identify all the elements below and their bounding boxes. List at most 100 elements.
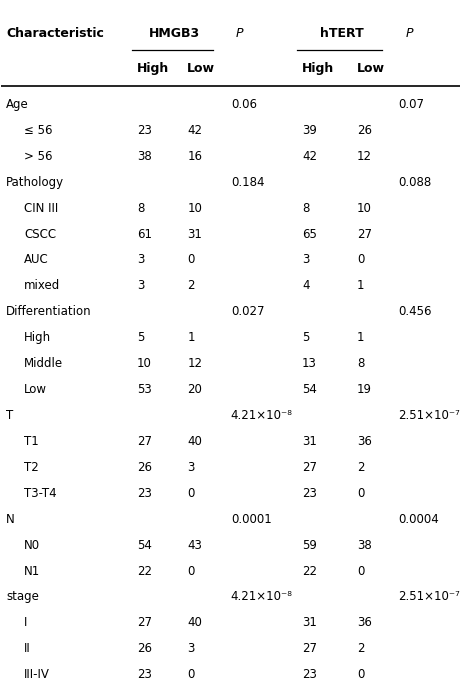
Text: T: T: [6, 409, 13, 422]
Text: 4: 4: [302, 279, 310, 292]
Text: 3: 3: [302, 253, 310, 267]
Text: 23: 23: [137, 487, 152, 500]
Text: 27: 27: [137, 435, 152, 448]
Text: 65: 65: [302, 228, 317, 241]
Text: 0: 0: [187, 668, 195, 681]
Text: 0.027: 0.027: [231, 306, 264, 318]
Text: 54: 54: [137, 539, 152, 552]
Text: N0: N0: [24, 539, 40, 552]
Text: High: High: [302, 62, 334, 75]
Text: 10: 10: [187, 202, 202, 214]
Text: 4.21×10⁻⁸: 4.21×10⁻⁸: [231, 409, 293, 422]
Text: 23: 23: [302, 487, 317, 500]
Text: 0.456: 0.456: [398, 306, 432, 318]
Text: 8: 8: [137, 202, 144, 214]
Text: CIN III: CIN III: [24, 202, 59, 214]
Text: 27: 27: [302, 642, 317, 656]
Text: 16: 16: [187, 150, 202, 163]
Text: 27: 27: [137, 617, 152, 629]
Text: HMGB3: HMGB3: [149, 27, 200, 40]
Text: 43: 43: [187, 539, 202, 552]
Text: 0: 0: [187, 564, 195, 578]
Text: > 56: > 56: [24, 150, 53, 163]
Text: 0.07: 0.07: [398, 98, 424, 111]
Text: 23: 23: [137, 124, 152, 137]
Text: 23: 23: [137, 668, 152, 681]
Text: 36: 36: [357, 617, 372, 629]
Text: I: I: [24, 617, 27, 629]
Text: 0: 0: [357, 253, 365, 267]
Text: 26: 26: [137, 642, 152, 656]
Text: Age: Age: [6, 98, 29, 111]
Text: 54: 54: [302, 383, 317, 396]
Text: ≤ 56: ≤ 56: [24, 124, 53, 137]
Text: 61: 61: [137, 228, 152, 241]
Text: Pathology: Pathology: [6, 175, 64, 189]
Text: 0.0004: 0.0004: [398, 513, 439, 525]
Text: 1: 1: [357, 331, 365, 345]
Text: 59: 59: [302, 539, 317, 552]
Text: 2.51×10⁻⁷: 2.51×10⁻⁷: [398, 590, 460, 603]
Text: 8: 8: [357, 357, 365, 370]
Text: stage: stage: [6, 590, 39, 603]
Text: III-IV: III-IV: [24, 668, 50, 681]
Text: 3: 3: [137, 279, 144, 292]
Text: Low: Low: [187, 62, 215, 75]
Text: 39: 39: [302, 124, 317, 137]
Text: N: N: [6, 513, 15, 525]
Text: 38: 38: [357, 539, 372, 552]
Text: 13: 13: [302, 357, 317, 370]
Text: 27: 27: [302, 461, 317, 474]
Text: High: High: [24, 331, 52, 345]
Text: 40: 40: [187, 617, 202, 629]
Text: 12: 12: [187, 357, 202, 370]
Text: 22: 22: [137, 564, 152, 578]
Text: 27: 27: [357, 228, 372, 241]
Text: mixed: mixed: [24, 279, 61, 292]
Text: High: High: [137, 62, 169, 75]
Text: 1: 1: [357, 279, 365, 292]
Text: 8: 8: [302, 202, 310, 214]
Text: 12: 12: [357, 150, 372, 163]
Text: 2: 2: [357, 461, 365, 474]
Text: T2: T2: [24, 461, 39, 474]
Text: Characteristic: Characteristic: [6, 27, 104, 40]
Text: T1: T1: [24, 435, 39, 448]
Text: CSCC: CSCC: [24, 228, 56, 241]
Text: 23: 23: [302, 668, 317, 681]
Text: 53: 53: [137, 383, 152, 396]
Text: 2.51×10⁻⁷: 2.51×10⁻⁷: [398, 409, 460, 422]
Text: 0: 0: [357, 487, 365, 500]
Text: 42: 42: [187, 124, 202, 137]
Text: 0: 0: [357, 668, 365, 681]
Text: 0: 0: [187, 253, 195, 267]
Text: 31: 31: [187, 228, 202, 241]
Text: 31: 31: [302, 435, 317, 448]
Text: 0: 0: [187, 487, 195, 500]
Text: 3: 3: [137, 253, 144, 267]
Text: 20: 20: [187, 383, 202, 396]
Text: 0.06: 0.06: [231, 98, 257, 111]
Text: 4.21×10⁻⁸: 4.21×10⁻⁸: [231, 590, 293, 603]
Text: 0.0001: 0.0001: [231, 513, 272, 525]
Text: 26: 26: [357, 124, 372, 137]
Text: 5: 5: [137, 331, 144, 345]
Text: Differentiation: Differentiation: [6, 306, 91, 318]
Text: Low: Low: [24, 383, 47, 396]
Text: 0.088: 0.088: [398, 175, 432, 189]
Text: hTERT: hTERT: [320, 27, 364, 40]
Text: 0: 0: [357, 564, 365, 578]
Text: 10: 10: [357, 202, 372, 214]
Text: 22: 22: [302, 564, 317, 578]
Text: 26: 26: [137, 461, 152, 474]
Text: 10: 10: [137, 357, 152, 370]
Text: 3: 3: [187, 461, 195, 474]
Text: 42: 42: [302, 150, 317, 163]
Text: N1: N1: [24, 564, 41, 578]
Text: 40: 40: [187, 435, 202, 448]
Text: 31: 31: [302, 617, 317, 629]
Text: AUC: AUC: [24, 253, 49, 267]
Text: 36: 36: [357, 435, 372, 448]
Text: 38: 38: [137, 150, 152, 163]
Text: Middle: Middle: [24, 357, 64, 370]
